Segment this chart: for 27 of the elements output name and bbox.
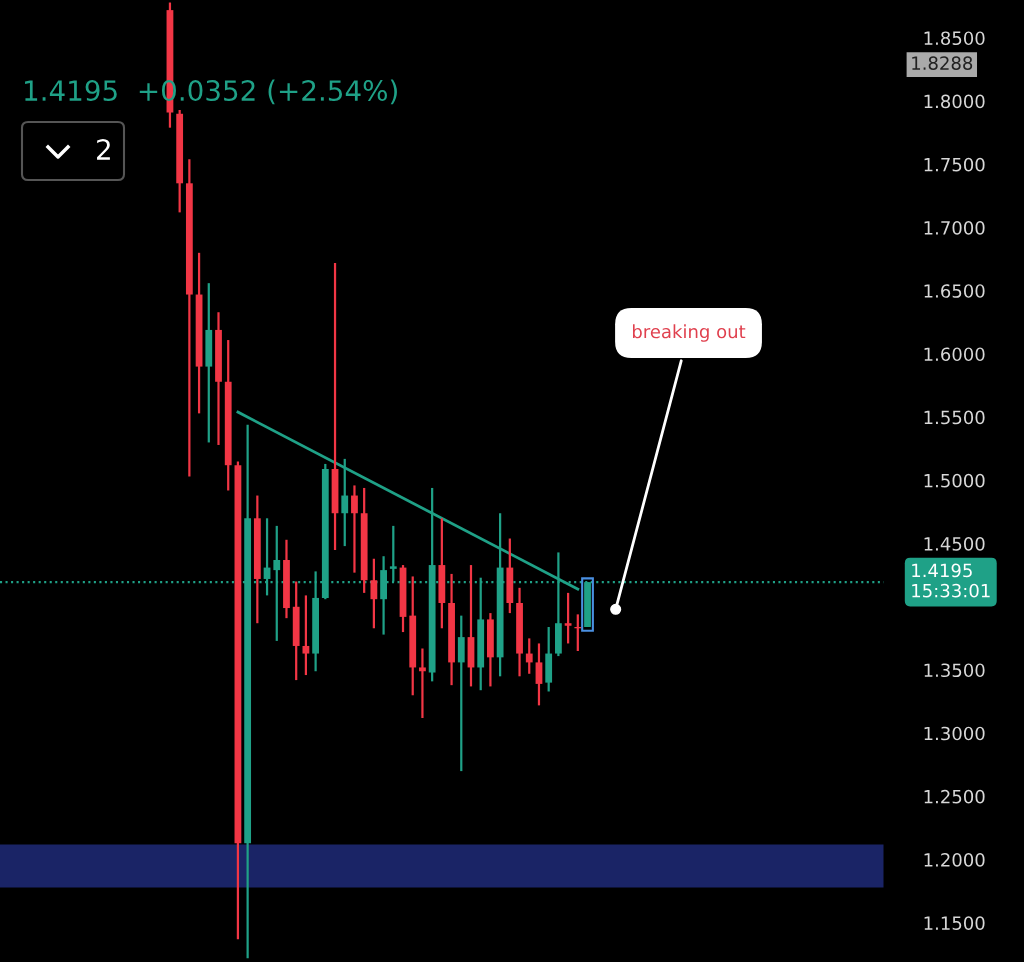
y-tick-label: 1.5000 <box>924 473 985 488</box>
y-tick-label: 1.3000 <box>924 726 985 741</box>
y-tick-label: 1.4500 <box>924 537 985 551</box>
candlestick <box>419 647 426 720</box>
candlestick <box>564 591 572 645</box>
ref-line-label: 1.4195 15:33:01 <box>912 563 990 598</box>
candlestick <box>273 524 281 643</box>
y-tick-label: 1.7500 <box>924 157 985 172</box>
y-tick-label: 1.5500 <box>924 410 985 425</box>
annotation: 2 <box>97 139 110 160</box>
y-tick-label: 1.8500 <box>924 31 985 46</box>
y-tick-label: 1.3500 <box>924 663 985 678</box>
annotation: breaking out <box>632 324 746 342</box>
y-tick-label: 1.8000 <box>924 94 985 109</box>
candlestick <box>370 557 378 630</box>
y-tick-label: 1.6000 <box>924 347 985 362</box>
y-tick-label: 1.1500 <box>924 916 985 930</box>
y-tick-label: 1.2500 <box>924 789 985 804</box>
candlestick <box>525 637 533 675</box>
candlestick <box>351 484 358 574</box>
candlestick <box>535 642 543 707</box>
y-tick-label: 1.2000 <box>924 853 985 867</box>
text: 1.8288 <box>912 56 973 70</box>
candlestick <box>341 457 349 548</box>
y-tick-label: 1.6500 <box>924 284 985 298</box>
candlestick <box>302 594 310 677</box>
y-tick-label: 1.7000 <box>924 221 985 235</box>
